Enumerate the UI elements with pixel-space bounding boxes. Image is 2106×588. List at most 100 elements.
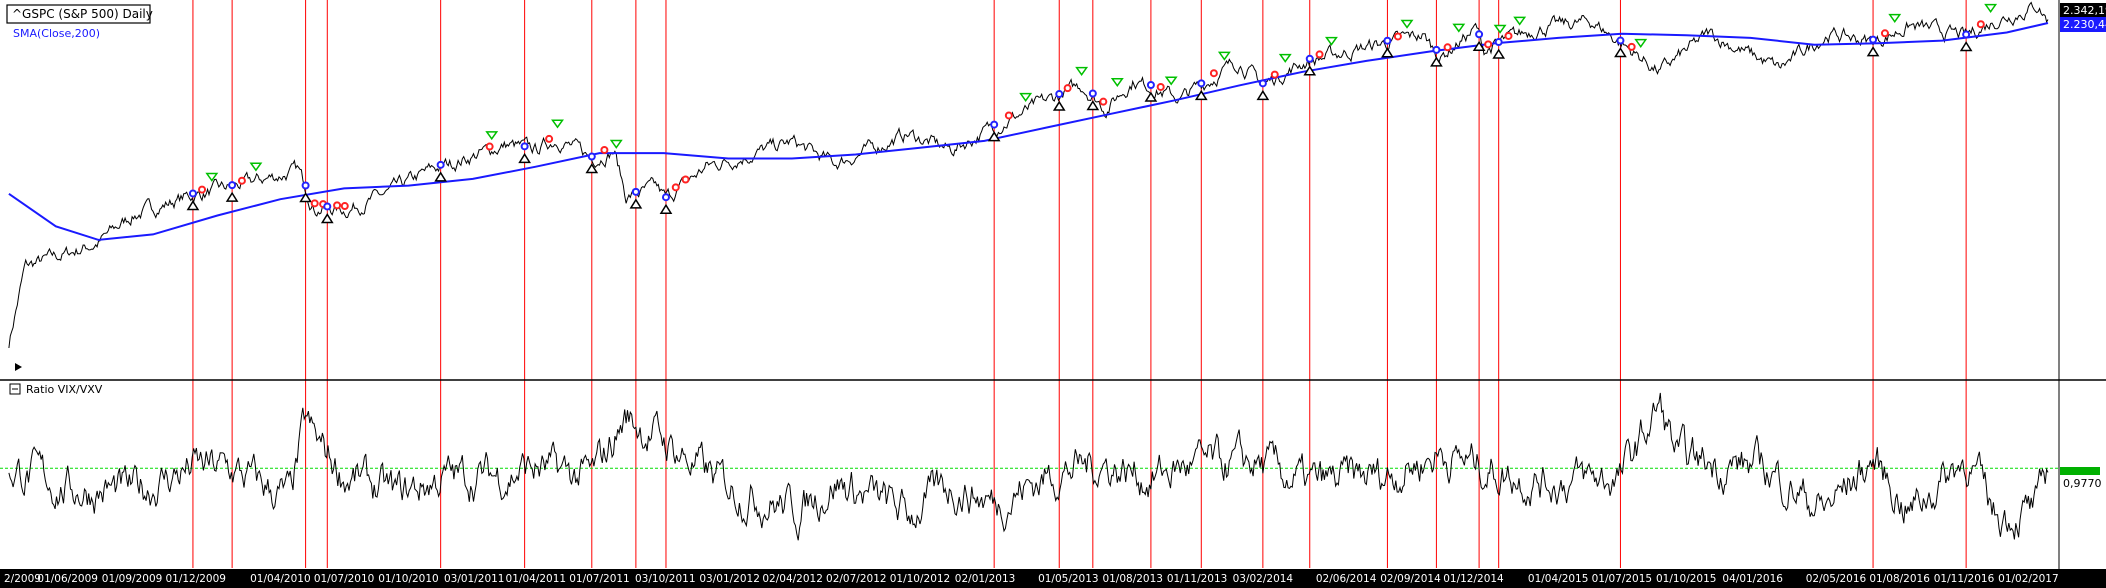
sell-marker	[485, 131, 499, 141]
x-tick-label: 01/09/2009	[102, 573, 163, 585]
up-marker	[600, 145, 609, 154]
buy-marker	[225, 191, 239, 202]
entry-marker	[1305, 54, 1314, 63]
x-tick-label: 04/01/2016	[1722, 573, 1783, 585]
x-tick-label: 01/02/2017	[1998, 573, 2059, 585]
buy-marker	[987, 131, 1001, 142]
x-tick-label: 2/2009	[4, 573, 41, 585]
buy-marker	[1303, 65, 1317, 76]
signal-markers	[186, 3, 1998, 224]
up-marker	[1063, 84, 1072, 93]
sma-legend: SMA(Close,200)	[13, 27, 100, 40]
x-tick-label: 01/11/2016	[1934, 573, 1995, 585]
entry-marker	[1475, 30, 1484, 39]
buy-marker	[1381, 47, 1394, 58]
up-marker	[1004, 111, 1013, 120]
entry-marker	[1383, 36, 1392, 45]
sell-marker	[1278, 53, 1292, 63]
buy-marker	[585, 163, 599, 174]
up-marker	[1209, 69, 1218, 78]
entry-marker	[631, 187, 640, 196]
x-tick-label: 01/10/2010	[378, 573, 439, 585]
x-tick-label: 02/01/2013	[955, 573, 1016, 585]
entry-marker	[1197, 79, 1206, 88]
x-tick-label: 01/05/2013	[1038, 573, 1099, 585]
up-marker	[1099, 97, 1108, 106]
x-tick-label: 02/05/2016	[1806, 573, 1867, 585]
buy-marker	[518, 152, 531, 164]
sell-marker	[1110, 77, 1124, 87]
entry-marker	[301, 181, 310, 190]
entry-marker	[1962, 30, 1971, 39]
x-tick-label: 03/02/2014	[1233, 573, 1294, 585]
up-marker	[1880, 29, 1889, 38]
up-marker	[310, 199, 319, 208]
buy-marker	[1144, 91, 1158, 102]
buy-marker	[1614, 47, 1627, 58]
title-box[interactable]	[6, 4, 151, 24]
entry-marker	[520, 142, 529, 151]
entry-marker	[1616, 36, 1625, 45]
buy-marker	[1430, 56, 1443, 67]
up-marker	[1270, 70, 1279, 79]
entry-marker	[587, 152, 596, 161]
entry-marker	[436, 160, 445, 169]
sell-marker	[1217, 51, 1231, 61]
up-marker	[237, 176, 246, 185]
sell-marker	[609, 139, 623, 149]
sell-marker	[1019, 92, 1033, 102]
up-marker	[671, 183, 680, 192]
up-marker	[198, 185, 207, 194]
x-tick-label: 03/01/2012	[699, 573, 760, 585]
sell-marker	[1324, 36, 1338, 46]
x-tick-label: 02/06/2014	[1316, 573, 1377, 585]
threshold-badge	[2060, 467, 2100, 475]
entry-marker	[1258, 79, 1267, 88]
last-price-label: 2.342,19	[2063, 4, 2106, 17]
up-marker	[1443, 43, 1452, 52]
x-tick-label: 01/11/2013	[1167, 573, 1228, 585]
x-tick-label: 03/10/2011	[635, 573, 696, 585]
sell-marker	[551, 119, 564, 129]
sell-marker	[249, 162, 263, 172]
buy-marker	[1492, 48, 1506, 59]
up-marker	[1393, 32, 1402, 41]
buy-marker	[320, 213, 334, 224]
buy-marker	[659, 203, 673, 214]
sell-marker	[1400, 19, 1414, 29]
x-tick-label: 01/10/2012	[890, 573, 951, 585]
x-tick-label: 01/07/2015	[1592, 573, 1653, 585]
entry-marker	[1088, 89, 1097, 98]
entry-marker	[323, 202, 332, 211]
buy-marker	[299, 192, 312, 203]
last-price-badge	[2060, 3, 2106, 18]
sell-marker	[1634, 38, 1648, 48]
up-marker	[681, 175, 690, 184]
last-sma-label: 2.230,44	[2063, 18, 2106, 31]
buy-marker	[186, 200, 200, 211]
x-tick-label: 02/04/2012	[762, 573, 823, 585]
x-tick-label: 01/06/2009	[37, 573, 98, 585]
price-panel	[8, 1, 2049, 349]
up-marker	[333, 201, 342, 210]
sell-marker	[1075, 66, 1089, 76]
entry-marker	[1494, 38, 1503, 47]
entry-marker	[1869, 35, 1878, 44]
play-icon[interactable]	[15, 363, 22, 371]
x-tick-label: 01/12/2014	[1443, 573, 1504, 585]
buy-marker	[434, 171, 448, 182]
price-line	[8, 1, 2049, 349]
x-tick-label: 01/07/2011	[569, 573, 630, 585]
up-marker	[1976, 20, 1985, 29]
x-tick-label: 01/08/2016	[1869, 573, 1930, 585]
entry-marker	[661, 193, 670, 202]
buy-marker	[629, 198, 643, 209]
sell-marker	[1888, 13, 1902, 23]
sell-marker	[1452, 23, 1466, 33]
buy-marker	[1086, 100, 1100, 111]
buy-marker	[1866, 46, 1880, 57]
buy-marker	[1959, 41, 1973, 52]
buy-marker	[1052, 100, 1066, 111]
